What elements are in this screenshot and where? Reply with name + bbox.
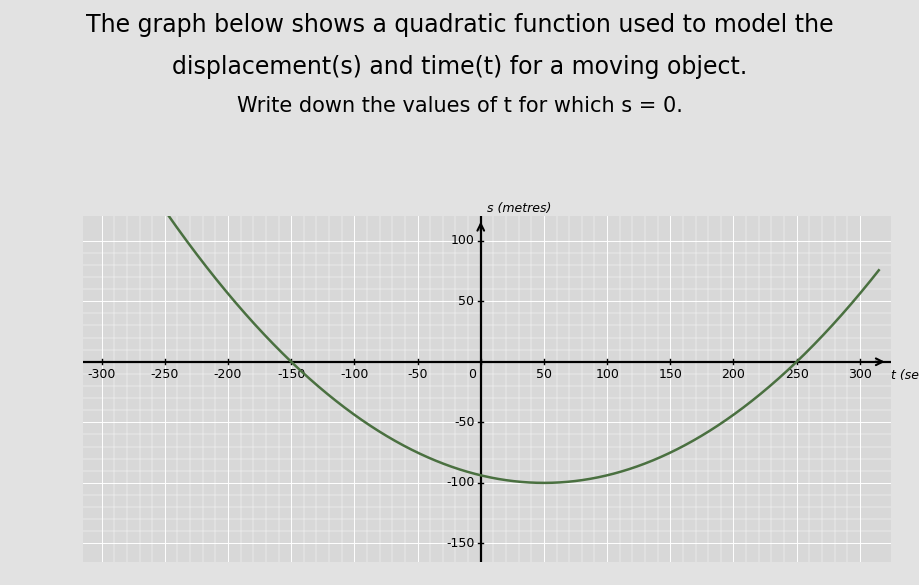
- Text: 150: 150: [658, 368, 682, 381]
- Text: -150: -150: [446, 537, 474, 550]
- Text: -150: -150: [277, 368, 305, 381]
- Text: -50: -50: [407, 368, 428, 381]
- Text: t (seconds): t (seconds): [891, 369, 919, 382]
- Text: 100: 100: [596, 368, 619, 381]
- Text: 100: 100: [450, 234, 474, 247]
- Text: -200: -200: [214, 368, 243, 381]
- Text: -50: -50: [454, 416, 474, 429]
- Text: 200: 200: [721, 368, 745, 381]
- Text: 50: 50: [536, 368, 552, 381]
- Text: Write down the values of t for which s = 0.: Write down the values of t for which s =…: [236, 96, 683, 116]
- Text: s (metres): s (metres): [487, 202, 551, 215]
- Text: displacement(s) and time(t) for a moving object.: displacement(s) and time(t) for a moving…: [172, 55, 747, 79]
- Text: 300: 300: [848, 368, 872, 381]
- Text: 0: 0: [468, 368, 476, 381]
- Text: The graph below shows a quadratic function used to model the: The graph below shows a quadratic functi…: [85, 13, 834, 37]
- Text: 250: 250: [785, 368, 809, 381]
- Text: -250: -250: [151, 368, 179, 381]
- Text: -300: -300: [87, 368, 116, 381]
- Text: -100: -100: [340, 368, 369, 381]
- Text: 50: 50: [459, 295, 474, 308]
- Text: -100: -100: [446, 476, 474, 490]
